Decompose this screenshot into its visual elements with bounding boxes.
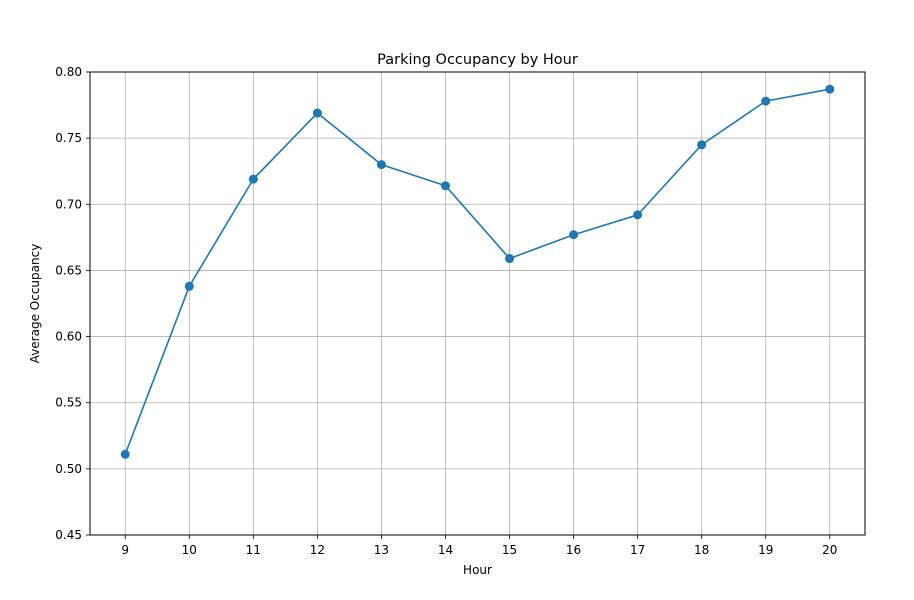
- x-tick-label: 12: [310, 543, 325, 557]
- x-tick-label: 18: [694, 543, 709, 557]
- x-tick-label: 19: [758, 543, 773, 557]
- plot-frame: [89, 71, 866, 536]
- x-tick-label: 16: [566, 543, 581, 557]
- x-tick-label: 9: [121, 543, 129, 557]
- y-tick-label: 0.75: [55, 131, 82, 145]
- y-tick-label: 0.45: [55, 528, 82, 542]
- x-tick-label: 20: [822, 543, 837, 557]
- chart-title: Parking Occupancy by Hour: [377, 52, 578, 68]
- data-point: [505, 254, 515, 264]
- x-tick-label: 17: [630, 543, 645, 557]
- data-point: [440, 181, 450, 191]
- y-tick-label: 0.65: [55, 263, 82, 277]
- y-axis-label: Average Occupancy: [28, 244, 42, 364]
- series-line: [124, 88, 830, 455]
- y-tick-label: 0.70: [55, 197, 82, 211]
- y-tick-label: 0.50: [55, 462, 82, 476]
- data-point: [184, 281, 194, 291]
- data-point: [697, 140, 707, 150]
- x-axis-label: Hour: [463, 563, 492, 577]
- data-point: [312, 108, 322, 118]
- data-point: [248, 174, 258, 184]
- y-tick-label: 0.60: [55, 330, 82, 344]
- y-tick-label: 0.80: [55, 65, 82, 79]
- x-tick-label: 10: [182, 543, 197, 557]
- series-layer: [120, 84, 835, 459]
- x-tick-label: 13: [374, 543, 389, 557]
- x-tick-label: 15: [502, 543, 517, 557]
- data-point: [376, 160, 386, 170]
- x-tick-label: 11: [246, 543, 261, 557]
- data-point: [569, 230, 579, 240]
- y-tick-label: 0.55: [55, 396, 82, 410]
- x-tick-label: 14: [438, 543, 453, 557]
- data-point: [761, 96, 771, 106]
- data-point: [633, 210, 643, 220]
- data-point: [120, 449, 130, 459]
- tick-layer: 9 10 11 12 13 14 15 16 17 18 19 20 0.45 0.50 0.55 0.60 0…: [55, 65, 837, 557]
- data-point: [825, 84, 835, 94]
